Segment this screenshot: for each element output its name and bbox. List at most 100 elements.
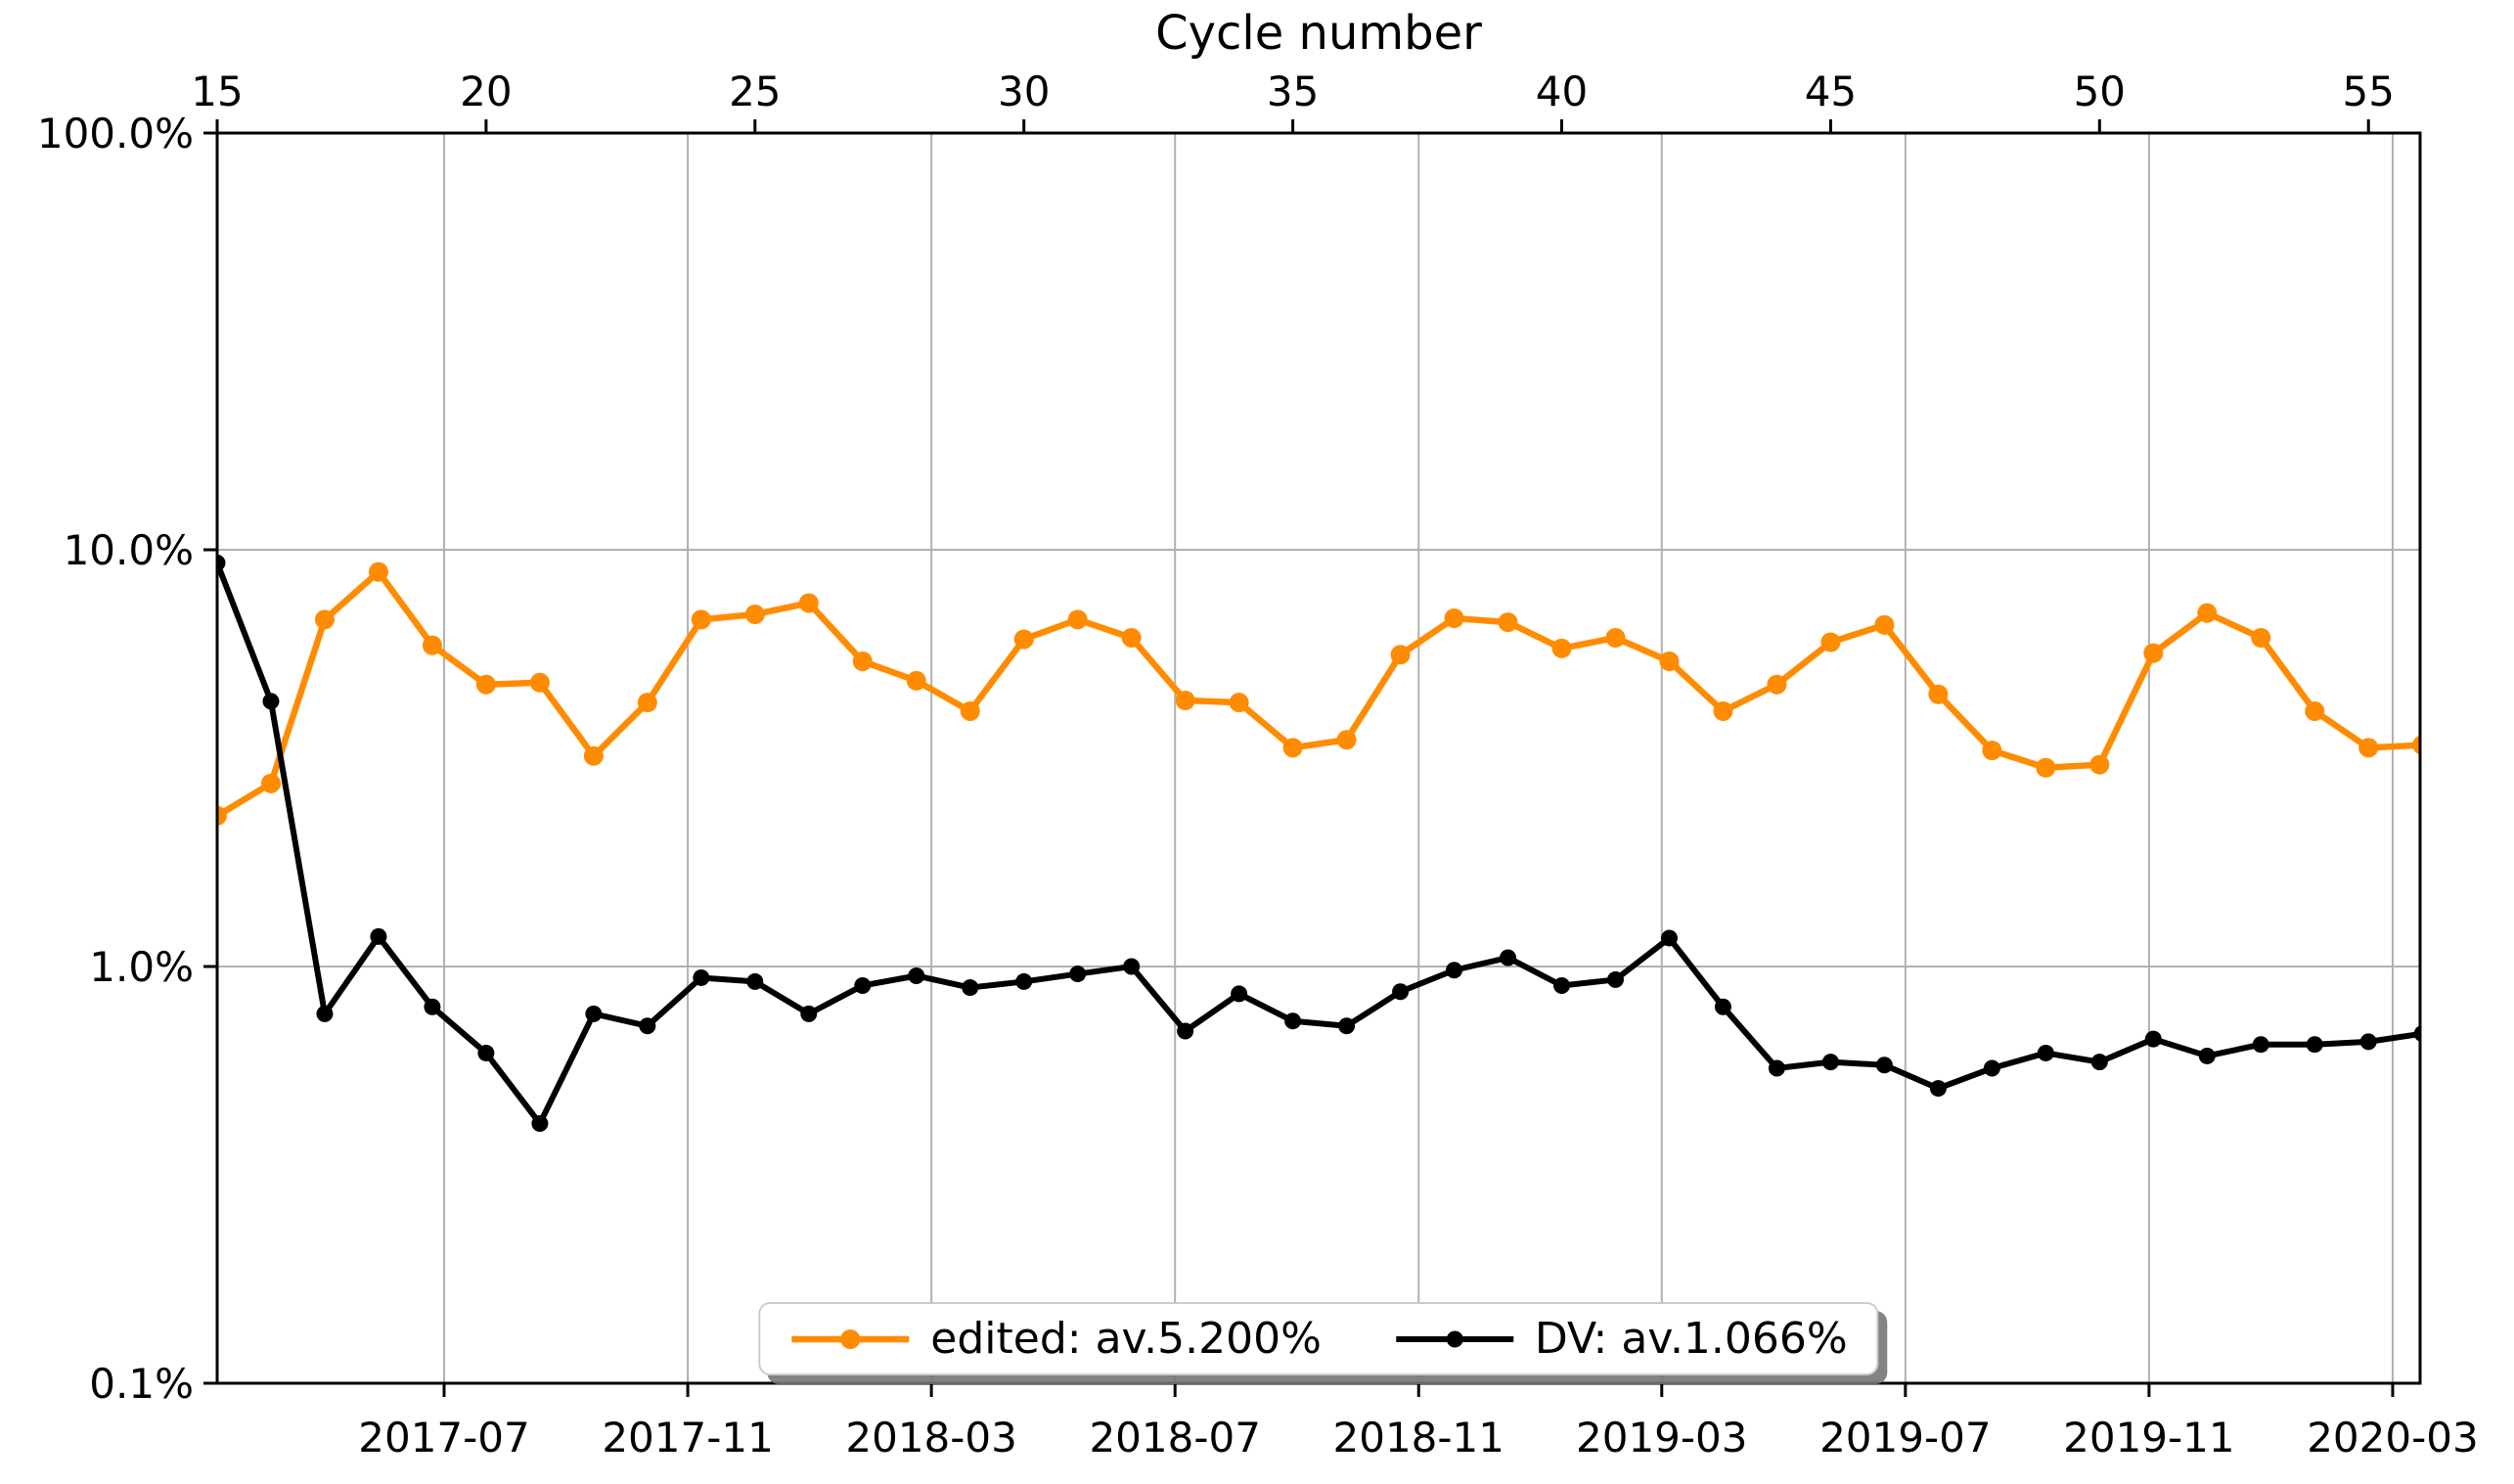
data-point-DV: [2090, 1054, 2108, 1071]
data-point-edited: [1982, 741, 2002, 761]
data-point-edited: [852, 652, 873, 672]
data-point-DV: [370, 927, 387, 945]
series-line-DV: [217, 560, 2420, 1127]
data-point-DV: [1338, 1017, 1356, 1035]
data-point-DV: [854, 976, 872, 994]
data-point-edited: [260, 773, 281, 793]
data-point-edited: [691, 609, 711, 630]
top-tick-label: 50: [2074, 67, 2126, 115]
data-point-DV: [1015, 972, 1033, 990]
legend-swatch-dv-icon: [1395, 1330, 1513, 1347]
data-point-edited: [1498, 612, 1518, 633]
data-point-edited: [1067, 609, 1088, 630]
legend-item-dv: DV: av.1.066%: [1394, 1314, 1848, 1364]
data-point-edited: [1874, 614, 1895, 635]
series-line-edited: [217, 568, 2420, 820]
data-point-DV: [2252, 1036, 2269, 1054]
data-point-edited: [1767, 674, 1787, 695]
data-point-DV: [2144, 1030, 2162, 1048]
left-tick-label: 10.0%: [64, 526, 194, 574]
top-tick-label: 45: [1805, 67, 1857, 115]
data-point-DV: [1231, 985, 1248, 1003]
top-tick-label: 35: [1267, 67, 1319, 115]
bottom-tick-label: 2019-07: [1819, 1414, 1992, 1462]
data-point-DV: [1500, 949, 1517, 967]
data-point-edited: [1013, 629, 1034, 650]
data-point-edited: [1229, 693, 1249, 713]
data-point-DV: [531, 1114, 549, 1132]
data-point-DV: [1983, 1059, 2000, 1077]
data-point-edited: [1282, 738, 1303, 758]
bottom-tick-label: 2018-03: [845, 1414, 1017, 1462]
data-point-edited: [475, 674, 496, 695]
top-tick-label: 20: [460, 67, 512, 115]
left-tick-label: 1.0%: [89, 943, 194, 991]
bottom-tick-label: 2017-11: [602, 1414, 774, 1462]
bottom-tick-label: 2019-03: [1576, 1414, 1748, 1462]
data-point-DV: [1875, 1057, 1893, 1074]
gridlines: [217, 133, 2420, 1383]
data-point-DV: [1392, 983, 1410, 1001]
data-point-edited: [906, 670, 926, 691]
data-point-DV: [639, 1017, 656, 1035]
data-point-edited: [1175, 691, 1195, 711]
data-point-DV: [262, 693, 280, 710]
data-point-edited: [744, 604, 765, 624]
data-point-edited: [1928, 684, 1949, 704]
top-tick-label: 55: [2342, 67, 2394, 115]
data-point-edited: [1336, 730, 1357, 750]
data-point-edited: [368, 562, 388, 582]
data-point-DV: [2413, 1025, 2420, 1042]
plot-frame: [215, 131, 2422, 1385]
data-point-DV: [2037, 1044, 2054, 1061]
axis-ticks: 15 20 25 30 35 40 45 50 55 2017-07 2017-11 2018-03 2…: [37, 67, 2479, 1462]
data-point-edited: [637, 693, 657, 713]
data-point-DV: [908, 967, 925, 984]
bottom-tick-label: 2017-07: [358, 1414, 530, 1462]
bottom-tick-label: 2018-07: [1089, 1414, 1261, 1462]
data-point-edited: [583, 745, 604, 766]
data-point-DV: [1929, 1080, 1947, 1098]
data-point-DV: [1606, 970, 1624, 988]
data-point-DV: [693, 968, 710, 986]
data-point-edited: [2358, 738, 2379, 758]
data-point-DV: [1768, 1059, 1785, 1077]
data-point-edited: [529, 672, 550, 693]
legend-swatch-edited-icon: [791, 1328, 910, 1349]
top-tick-label: 25: [729, 67, 781, 115]
data-point-DV: [1069, 966, 1087, 983]
data-point-edited: [2305, 700, 2325, 721]
data-point-edited: [1659, 652, 1680, 672]
data-point-edited: [1605, 627, 1626, 648]
data-point-DV: [1446, 962, 1463, 979]
bottom-tick-label: 2019-11: [2063, 1414, 2235, 1462]
data-point-DV: [477, 1044, 495, 1061]
left-tick-label: 100.0%: [37, 110, 194, 157]
legend-label-edited: edited: av.5.200%: [930, 1314, 1322, 1364]
top-tick-label: 30: [998, 67, 1050, 115]
data-point-DV: [1660, 929, 1678, 947]
data-point-edited: [2143, 643, 2164, 663]
top-tick-label: 40: [1536, 67, 1588, 115]
data-point-DV: [800, 1005, 818, 1022]
data-point-edited: [960, 700, 980, 721]
series-group: [217, 554, 2420, 1132]
data-point-DV: [316, 1005, 334, 1022]
data-point-edited: [2089, 754, 2110, 775]
data-point-DV: [1821, 1054, 1839, 1071]
legend-item-edited: edited: av.5.200%: [789, 1314, 1322, 1364]
data-point-edited: [422, 635, 442, 655]
legend-label-dv: DV: av.1.066%: [1534, 1314, 1848, 1364]
data-point-DV: [1284, 1012, 1302, 1030]
data-point-edited: [1551, 638, 1572, 658]
data-point-edited: [2036, 757, 2056, 778]
data-point-DV: [217, 554, 226, 571]
data-point-edited: [1820, 632, 1841, 652]
data-point-DV: [962, 979, 979, 997]
data-point-edited: [2197, 603, 2218, 623]
legend: edited: av.5.200% DV: av.1.066%: [758, 1302, 1879, 1375]
data-point-edited: [314, 609, 335, 630]
data-point-edited: [798, 593, 819, 613]
